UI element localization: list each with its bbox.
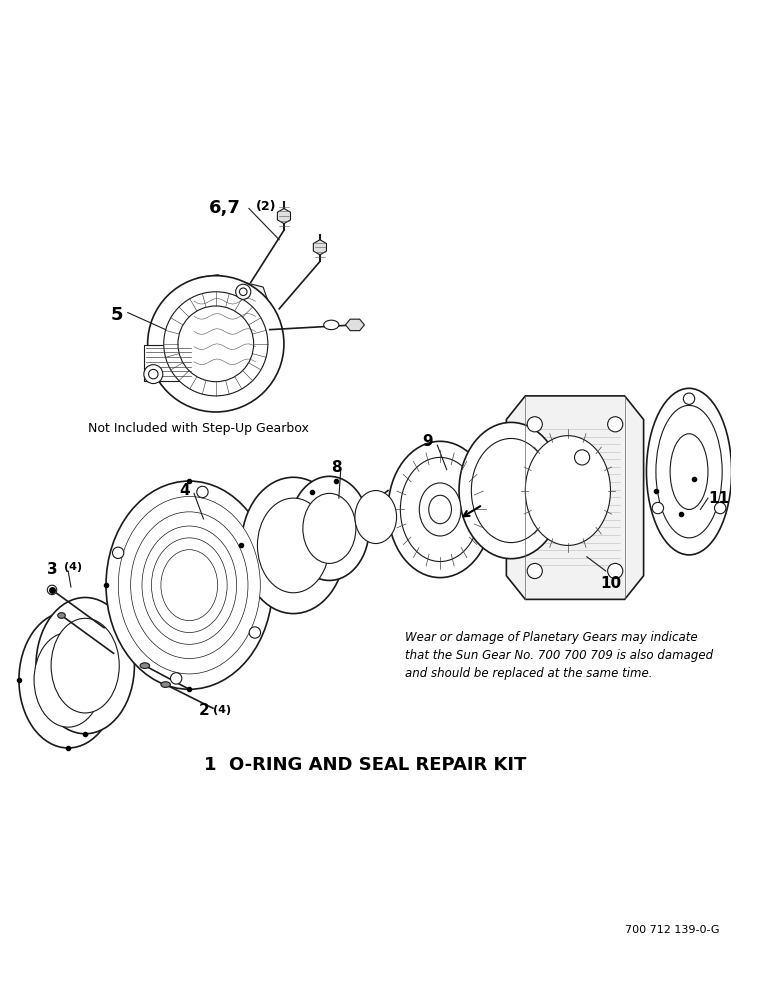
Ellipse shape [36,597,134,734]
Ellipse shape [140,663,150,668]
Text: 9: 9 [422,434,433,449]
Text: (4): (4) [213,705,231,715]
Ellipse shape [47,585,57,595]
Polygon shape [144,345,193,381]
Text: 5: 5 [110,306,123,324]
Text: 11: 11 [708,491,729,506]
Ellipse shape [303,493,356,563]
Ellipse shape [459,422,563,559]
Text: 1  O-RING AND SEAL REPAIR KIT: 1 O-RING AND SEAL REPAIR KIT [204,756,527,774]
Polygon shape [506,396,644,599]
Ellipse shape [106,481,273,689]
Ellipse shape [147,276,284,412]
Ellipse shape [19,612,117,748]
Polygon shape [172,275,269,391]
Polygon shape [277,208,290,224]
Ellipse shape [608,563,623,579]
Text: 2: 2 [198,703,209,718]
Ellipse shape [472,438,551,543]
Text: 700 712 139-0-G: 700 712 139-0-G [625,925,720,935]
Ellipse shape [574,450,590,465]
Ellipse shape [144,365,163,384]
Ellipse shape [151,538,227,633]
Ellipse shape [527,417,543,432]
Ellipse shape [257,498,330,593]
Ellipse shape [171,673,182,684]
Ellipse shape [164,292,268,396]
Ellipse shape [670,434,708,509]
Ellipse shape [355,491,397,544]
Ellipse shape [290,476,369,580]
Ellipse shape [428,495,452,524]
Ellipse shape [715,502,726,514]
Ellipse shape [239,288,247,296]
Ellipse shape [58,613,66,618]
Ellipse shape [34,633,102,727]
Ellipse shape [652,502,664,514]
Ellipse shape [656,405,722,538]
Text: 3: 3 [47,562,57,577]
Ellipse shape [161,550,218,621]
Text: 10: 10 [600,576,621,591]
Ellipse shape [401,457,480,562]
Ellipse shape [527,563,543,579]
Text: (2): (2) [256,200,276,213]
Ellipse shape [142,526,237,644]
Ellipse shape [608,417,623,432]
Polygon shape [313,240,327,255]
Polygon shape [345,319,364,331]
Text: Wear or damage of Planetary Gears may indicate
that the Sun Gear No. 700 700 709: Wear or damage of Planetary Gears may in… [405,631,713,680]
Ellipse shape [178,306,254,382]
Ellipse shape [419,483,461,536]
Text: Not Included with Step-Up Gearbox: Not Included with Step-Up Gearbox [88,422,309,435]
Ellipse shape [388,441,493,578]
Ellipse shape [130,512,248,659]
Ellipse shape [646,388,732,555]
Ellipse shape [113,547,124,558]
Ellipse shape [197,486,208,498]
Ellipse shape [235,284,251,299]
Ellipse shape [148,369,158,379]
Ellipse shape [683,393,695,404]
Text: 6,7: 6,7 [209,199,241,217]
Text: (4): (4) [64,562,83,572]
Ellipse shape [525,436,611,545]
Ellipse shape [249,627,260,638]
Ellipse shape [242,477,345,614]
Ellipse shape [51,618,119,713]
Text: 4: 4 [179,483,190,498]
Ellipse shape [118,496,260,674]
Text: 8: 8 [330,460,341,475]
Ellipse shape [161,682,171,687]
Ellipse shape [323,320,339,330]
